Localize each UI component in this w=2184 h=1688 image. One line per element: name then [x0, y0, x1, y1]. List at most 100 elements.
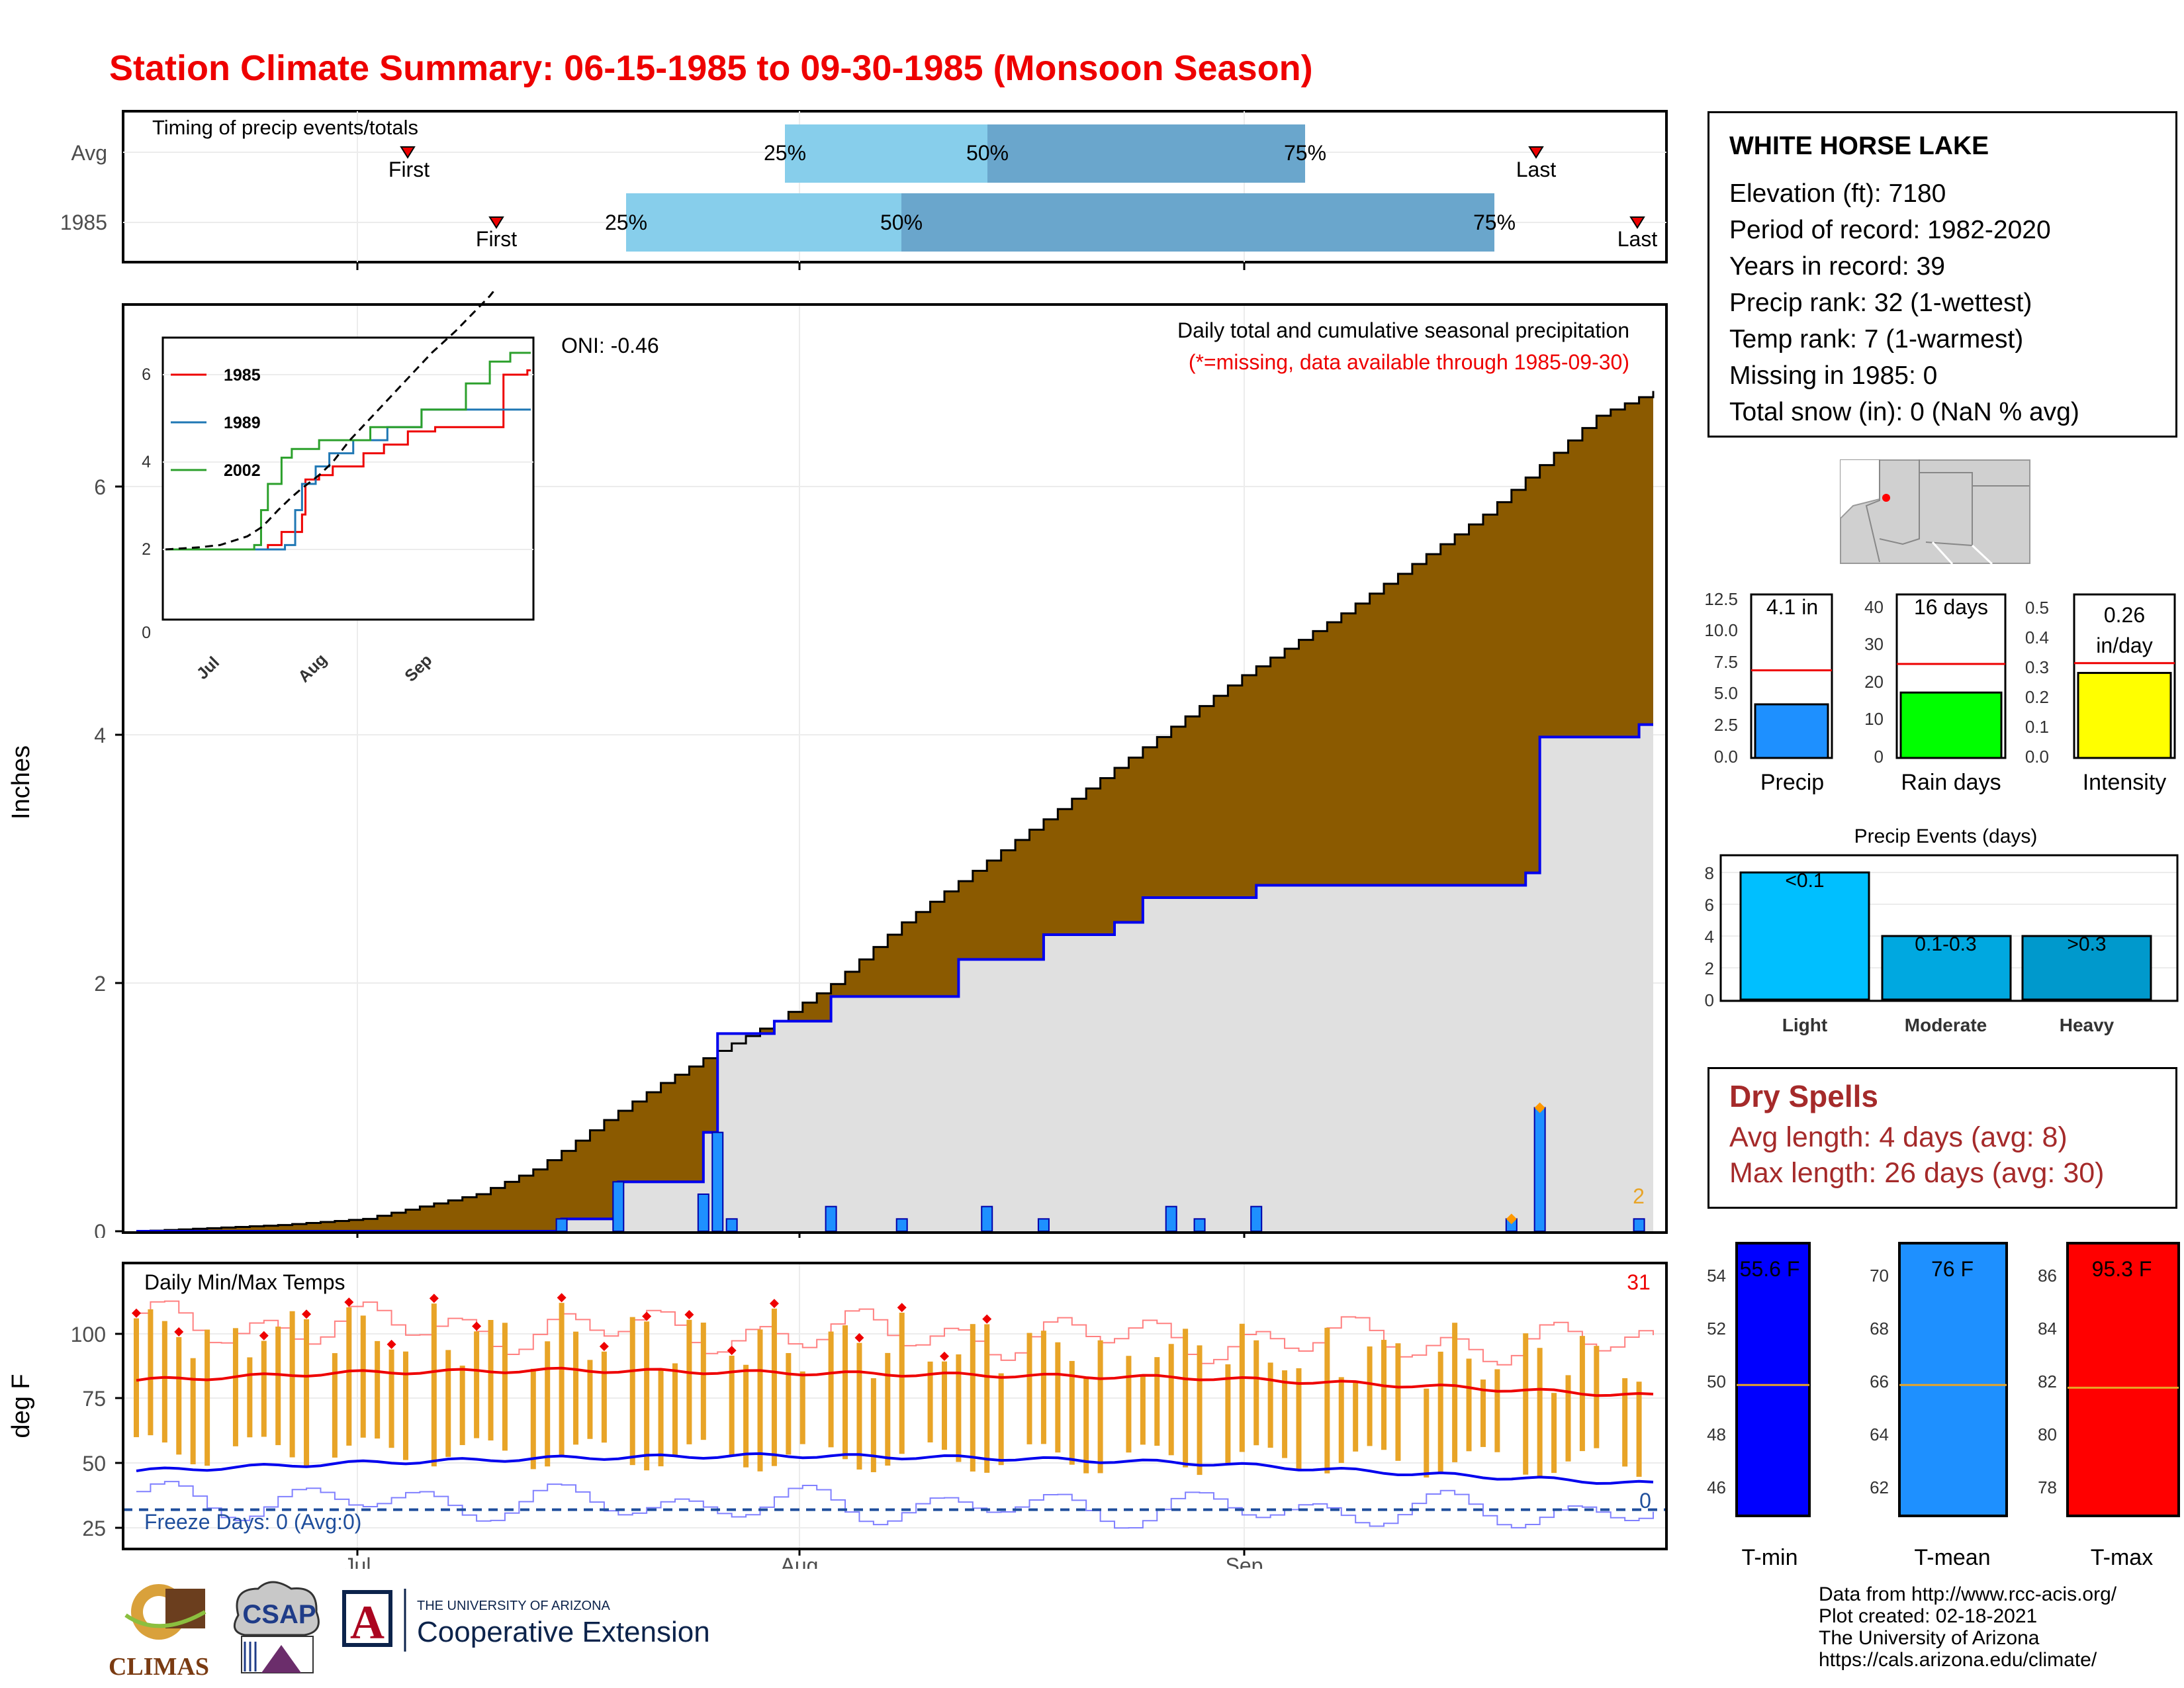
precip-ytick: 2	[94, 972, 106, 996]
daily-temp-bar	[232, 1328, 238, 1446]
inset-plot-area	[165, 291, 531, 551]
daily-temp-bar	[885, 1352, 891, 1466]
daily-temp-bar	[998, 1373, 1004, 1466]
daily-temp-bar	[205, 1329, 210, 1466]
daily-temp-bar	[1055, 1342, 1061, 1453]
record-temp-marker	[472, 1321, 482, 1331]
record-temp-marker	[684, 1309, 694, 1319]
temp-panel: Daily Min/Max Temps 31 Freeze Days: 0 (A…	[7, 1262, 1668, 1569]
record-temp-marker	[897, 1303, 907, 1313]
daily-temp-bar	[161, 1321, 167, 1443]
daily-temp-bar	[1253, 1340, 1259, 1446]
daily-temp-bar	[445, 1350, 451, 1457]
intensity-value-label: 0.26	[2104, 603, 2145, 627]
daily-temp-bar	[459, 1365, 465, 1446]
tmean-ytick: 64	[1870, 1425, 1889, 1444]
intensity-mini-ytick: 0.4	[2025, 628, 2049, 647]
summary-bars: 0.0 2.5 5.0 7.5 10.0 12.5 0 10 20 30 40 …	[1704, 589, 2176, 795]
daily-temp-bar	[899, 1313, 905, 1454]
events-category: Light	[1782, 1015, 1827, 1035]
daily-temp-bar	[1622, 1378, 1628, 1467]
extreme-marker	[1534, 1102, 1545, 1113]
y1985-50-75-bar	[901, 193, 1494, 252]
tmean-ytick: 62	[1870, 1477, 1889, 1497]
daily-temp-bar	[488, 1320, 494, 1441]
climas-logo: CLIMAS	[109, 1584, 209, 1681]
avg-50-75-bar	[987, 124, 1305, 183]
temp-xtick: Aug	[781, 1554, 819, 1569]
events-bar	[1739, 871, 1870, 1001]
daily-precip-bar	[1165, 1205, 1177, 1232]
daily-temp-bar	[1097, 1340, 1103, 1474]
daily-temp-bar	[629, 1317, 635, 1466]
y1985-p75: 75%	[1473, 211, 1516, 234]
daily-precip-bar	[1633, 1218, 1645, 1233]
inset-legend-1985: 1985	[224, 366, 261, 385]
raindays-mini-ytick: 30	[1864, 634, 1884, 654]
daily-temp-bar	[1282, 1370, 1288, 1458]
daily-precip-bar	[1250, 1205, 1263, 1232]
precip-mini-ytick: 2.5	[1714, 715, 1738, 735]
record-temp-marker	[557, 1293, 567, 1303]
record-temp-marker	[599, 1341, 609, 1351]
daily-temp-bar	[1452, 1323, 1458, 1462]
daily-temp-bar	[1239, 1323, 1245, 1452]
daily-temp-bar	[1140, 1376, 1146, 1445]
inset-series-line	[165, 352, 531, 551]
tmin-name: T-min	[1742, 1545, 1798, 1570]
ua-letter: A	[350, 1596, 385, 1649]
tmax-ytick: 80	[2038, 1425, 2057, 1444]
temp-xtick: Sep	[1226, 1554, 1263, 1569]
intensity-mini-ytick: 0.3	[2025, 657, 2049, 677]
events-ytick: 4	[1705, 927, 1714, 947]
daily-temp-bar	[729, 1355, 735, 1456]
daily-temp-bar	[1040, 1331, 1046, 1444]
record-temp-marker	[429, 1293, 439, 1303]
oni-label: ONI: -0.46	[561, 334, 659, 357]
events-ytick: 6	[1705, 895, 1714, 915]
daily-temp-bar	[842, 1325, 848, 1460]
daily-temp-bar	[1026, 1333, 1032, 1444]
daily-temp-bar	[190, 1358, 196, 1465]
avg-p50: 50%	[966, 141, 1009, 165]
record-temp-marker	[727, 1346, 737, 1356]
daily-temp-bar	[658, 1368, 664, 1467]
events-bar	[1881, 935, 2012, 1001]
summary-bar	[2077, 672, 2172, 759]
y1985-first-marker	[488, 216, 504, 229]
intensity-mini-name: Intensity	[2083, 770, 2167, 795]
daily-temp-bar	[941, 1361, 947, 1450]
freeze-count: 0	[1639, 1489, 1651, 1513]
station-missing: Missing in 1985: 0	[1729, 361, 1938, 390]
temp-ytick: 100	[71, 1323, 106, 1346]
csap-logo: CSAP	[233, 1581, 320, 1673]
daily-temp-bar	[1183, 1329, 1189, 1468]
temp-summary-bar	[2066, 1242, 2180, 1517]
temp-ytick: 50	[82, 1452, 106, 1476]
y1985-p50: 50%	[880, 211, 923, 234]
daily-temp-bar	[1154, 1357, 1160, 1446]
events-ytick: 2	[1705, 959, 1714, 978]
daily-temp-bar	[1381, 1340, 1387, 1450]
y1985-last-marker	[1629, 216, 1645, 229]
daily-temp-bar	[743, 1364, 749, 1468]
daily-precip-bar	[725, 1218, 738, 1233]
precip-panel: Inches 0 2 4 6 Daily total and cumulativ…	[7, 291, 1668, 1238]
tmax-ytick: 86	[2038, 1266, 2057, 1286]
daily-temp-bar	[176, 1336, 182, 1455]
daily-temp-bar	[1636, 1382, 1642, 1477]
tmean-ytick: 68	[1870, 1319, 1889, 1338]
record-temp-marker	[939, 1351, 949, 1361]
daily-temp-bar	[431, 1303, 437, 1467]
precip-mini-name: Precip	[1760, 770, 1824, 795]
precip-value-label: 4.1 in	[1766, 595, 1818, 619]
tmean-ytick: 66	[1870, 1372, 1889, 1391]
events-bar	[2021, 935, 2152, 1001]
daily-temp-bar	[502, 1323, 508, 1451]
daily-temp-bar	[1338, 1377, 1344, 1464]
credit-line: Data from http://www.rcc-acis.org/	[1819, 1583, 2117, 1605]
tmin-ytick: 46	[1707, 1477, 1726, 1497]
daily-temp-bar	[388, 1349, 394, 1448]
y1985-last-label: Last	[1617, 227, 1658, 251]
daily-temp-bar	[1296, 1368, 1302, 1470]
